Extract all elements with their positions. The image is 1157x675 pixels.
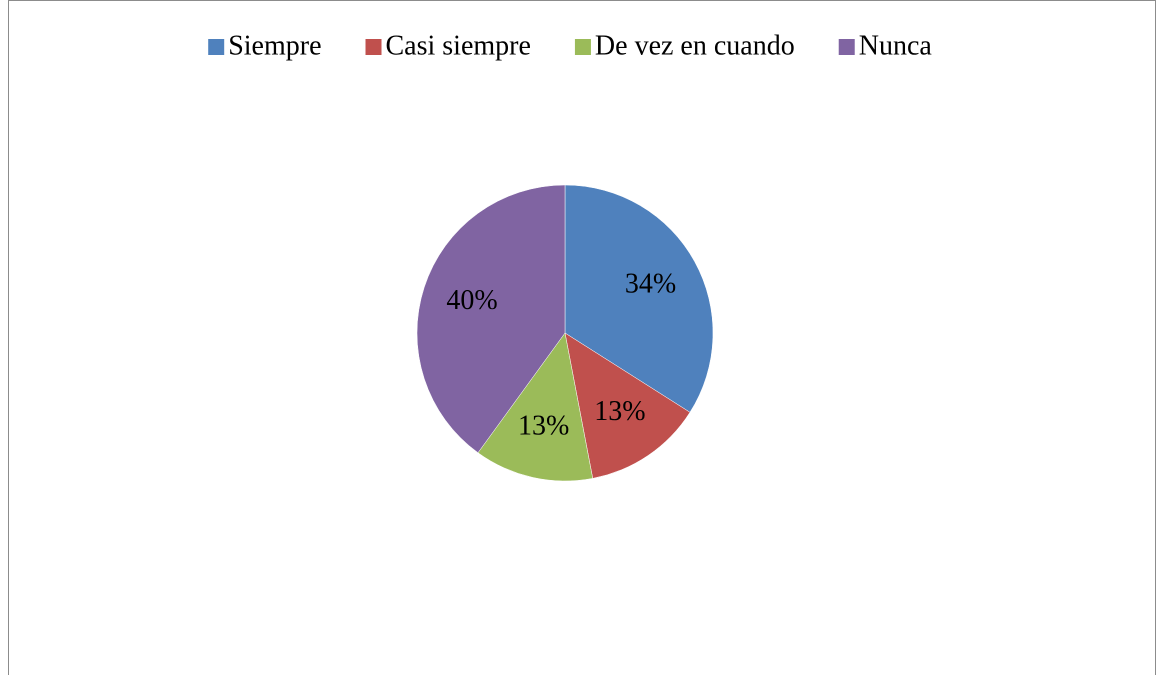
data-label: 13%: [518, 411, 569, 442]
pie-slice: [564, 184, 714, 413]
data-label: 13%: [594, 396, 645, 427]
legend-swatch: [365, 39, 382, 55]
pie-slice: [416, 184, 566, 454]
data-label: 34%: [625, 268, 676, 299]
legend-label: Siempre: [228, 30, 321, 61]
legend-swatch: [208, 39, 225, 55]
legend-label: De vez en cuando: [595, 30, 795, 61]
legend-swatch: [838, 39, 855, 55]
pie-slice: [564, 332, 691, 479]
legend-label: Nunca: [859, 30, 933, 61]
legend-label: Casi siempre: [386, 30, 531, 61]
data-label: 40%: [446, 285, 497, 316]
pie: 34% 13% 13% 40%: [416, 184, 714, 482]
pie-slice: [477, 332, 594, 482]
legend: Siempre Casi siempre De vez en cuando Nunca: [208, 30, 932, 61]
legend-swatch: [574, 39, 591, 55]
